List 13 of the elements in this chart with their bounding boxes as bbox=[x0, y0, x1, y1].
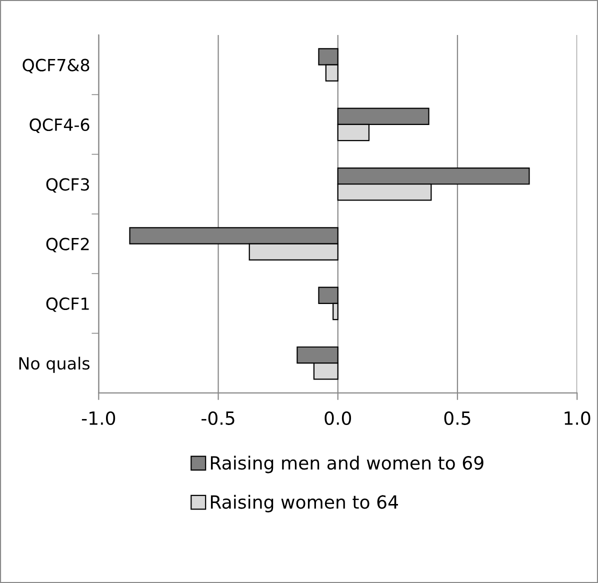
legend-label: Raising women to 64 bbox=[210, 494, 398, 512]
x-tick-label: 1.0 bbox=[564, 411, 590, 425]
y-tick-label: QCF7&8 bbox=[22, 58, 90, 74]
y-tick-label: No quals bbox=[19, 356, 90, 373]
legend-label: Raising men and women to 69 bbox=[210, 456, 484, 474]
x-tick-label: -0.5 bbox=[202, 411, 234, 425]
y-tick-label: QCF2 bbox=[46, 238, 89, 252]
y-tick-label: QCF1 bbox=[46, 297, 89, 312]
x-tick-label: 0.0 bbox=[324, 411, 352, 425]
x-tick-label: 0.5 bbox=[444, 411, 470, 425]
y-tick-label: QCF3 bbox=[46, 178, 89, 193]
x-tick-label: -1.0 bbox=[82, 411, 116, 425]
y-tick-label: QCF4-6 bbox=[30, 118, 90, 133]
